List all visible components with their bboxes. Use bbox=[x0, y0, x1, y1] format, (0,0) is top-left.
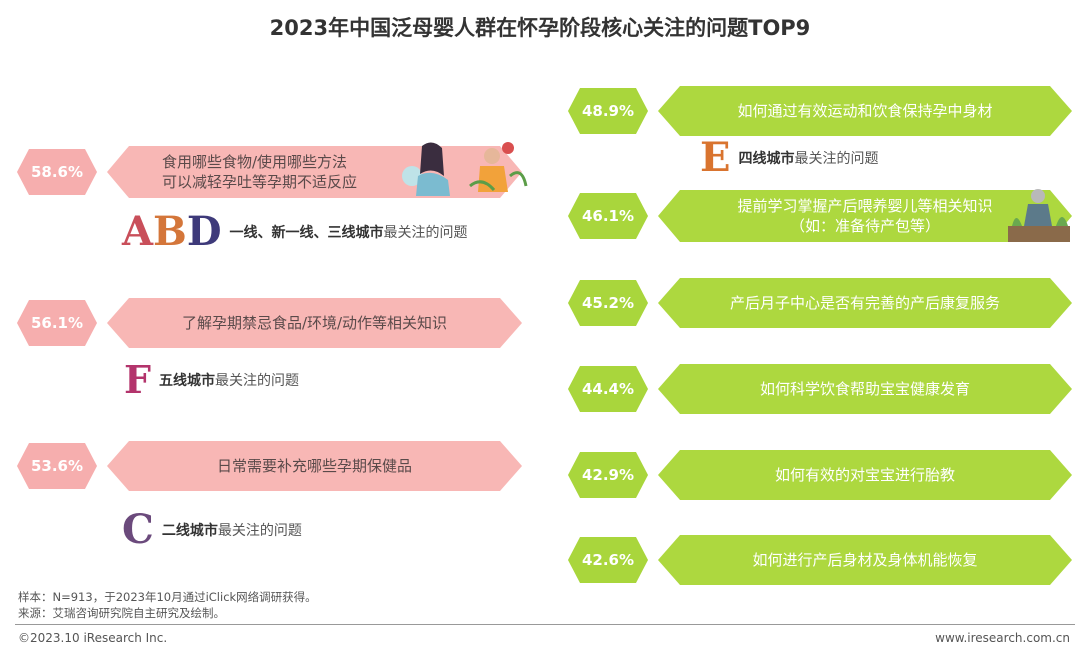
left-bar-3: 日常需要补充哪些孕期保健品 bbox=[107, 441, 522, 491]
city-note-bold: 一线、新一线、三线城市 bbox=[229, 225, 384, 241]
right-bar-2: 提前学习掌握产后喂养婴儿等相关知识 （如：准备待产包等） bbox=[658, 190, 1072, 242]
letter-f: F bbox=[124, 357, 151, 402]
right-pct-2: 46.1% bbox=[568, 193, 648, 239]
bar-label-line1: 了解孕期禁忌食品/环境/动作等相关知识 bbox=[181, 314, 448, 332]
right-bar-4: 如何科学饮食帮助宝宝健康发育 bbox=[658, 364, 1072, 414]
bar-label-line1: 如何科学饮食帮助宝宝健康发育 bbox=[759, 380, 970, 398]
city-note-rest: 最关注的问题 bbox=[217, 523, 302, 539]
pct-label: 45.2% bbox=[581, 294, 635, 312]
source-note: 来源：艾瑞咨询研究院自主研究及绘制。 bbox=[18, 606, 225, 620]
right-pct-5: 42.9% bbox=[568, 452, 648, 498]
city-note-c: C 二线城市 最关注的问题 bbox=[122, 508, 302, 552]
right-pct-4: 44.4% bbox=[568, 366, 648, 412]
city-note-abd: A B D 一线、新一线、三线城市 最关注的问题 bbox=[122, 210, 468, 254]
sample-note: 样本：N=913，于2023年10月通过iClick网络调研获得。 bbox=[18, 590, 317, 604]
left-bar-1: 食用哪些食物/使用哪些方法 可以减轻孕吐等孕期不适反应 bbox=[107, 146, 522, 198]
city-note-e: E 四线城市 最关注的问题 bbox=[700, 136, 879, 180]
right-bar-6: 如何进行产后身材及身体机能恢复 bbox=[658, 535, 1072, 585]
bar-label-line2: （如：准备待产包等） bbox=[789, 217, 940, 235]
bar-label-line1: 日常需要补充哪些孕期保健品 bbox=[216, 457, 412, 475]
right-pct-1: 48.9% bbox=[568, 88, 648, 134]
left-pct-2: 56.1% bbox=[17, 300, 97, 346]
pct-label: 58.6% bbox=[30, 163, 84, 181]
right-bar-5: 如何有效的对宝宝进行胎教 bbox=[658, 450, 1072, 500]
city-note-rest: 最关注的问题 bbox=[794, 151, 879, 167]
city-note-rest: 最关注的问题 bbox=[214, 373, 299, 389]
bar-label-line1: 如何有效的对宝宝进行胎教 bbox=[774, 466, 955, 484]
pct-label: 42.9% bbox=[581, 466, 635, 484]
city-note-bold: 四线城市 bbox=[738, 151, 795, 167]
letter-d: D bbox=[186, 208, 222, 255]
footer-divider bbox=[15, 624, 1075, 625]
letters-abd-icon: A B D bbox=[122, 210, 222, 254]
left-pct-1: 58.6% bbox=[17, 149, 97, 195]
right-bar-1: 如何通过有效运动和饮食保持孕中身材 bbox=[658, 86, 1072, 136]
letter-a: A bbox=[122, 208, 154, 255]
bar-label-line1: 产后月子中心是否有完善的产后康复服务 bbox=[729, 294, 1000, 312]
bar-label-line1: 如何通过有效运动和饮食保持孕中身材 bbox=[737, 102, 993, 120]
planter-illustration bbox=[1008, 189, 1070, 242]
chart-title: 2023年中国泛母婴人群在怀孕阶段核心关注的问题TOP9 bbox=[269, 16, 811, 40]
city-note-bold: 五线城市 bbox=[158, 373, 215, 389]
letter-b: B bbox=[153, 208, 187, 255]
letter-f-icon: F bbox=[124, 358, 151, 402]
letter-c-icon: C bbox=[122, 508, 154, 552]
copyright: ©2023.10 iResearch Inc. bbox=[18, 631, 168, 645]
bar-label-line1: 食用哪些食物/使用哪些方法 bbox=[162, 153, 348, 171]
city-note-bold: 二线城市 bbox=[161, 523, 218, 539]
bar-label-line1: 提前学习掌握产后喂养婴儿等相关知识 bbox=[737, 197, 993, 215]
letter-e-icon: E bbox=[700, 136, 731, 180]
website-link[interactable]: www.iresearch.com.cn bbox=[935, 631, 1070, 645]
bar-label-line2: 可以减轻孕吐等孕期不适反应 bbox=[162, 173, 358, 191]
pct-label: 42.6% bbox=[581, 551, 635, 569]
left-pct-3: 53.6% bbox=[17, 443, 97, 489]
mother-illustration bbox=[402, 142, 528, 196]
pct-label: 56.1% bbox=[30, 314, 84, 332]
pct-label: 44.4% bbox=[581, 380, 635, 398]
bar-label-line1: 如何进行产后身材及身体机能恢复 bbox=[752, 551, 978, 569]
left-bar-2: 了解孕期禁忌食品/环境/动作等相关知识 bbox=[107, 298, 522, 348]
right-pct-6: 42.6% bbox=[568, 537, 648, 583]
letter-c: C bbox=[122, 506, 154, 553]
pct-label: 48.9% bbox=[581, 102, 635, 120]
pct-label: 53.6% bbox=[30, 457, 84, 475]
pct-label: 46.1% bbox=[581, 207, 635, 225]
city-note-rest: 最关注的问题 bbox=[383, 225, 468, 241]
letter-e: E bbox=[700, 134, 731, 181]
right-bar-3: 产后月子中心是否有完善的产后康复服务 bbox=[658, 278, 1072, 328]
right-pct-3: 45.2% bbox=[568, 280, 648, 326]
city-note-f: F 五线城市 最关注的问题 bbox=[124, 358, 299, 402]
